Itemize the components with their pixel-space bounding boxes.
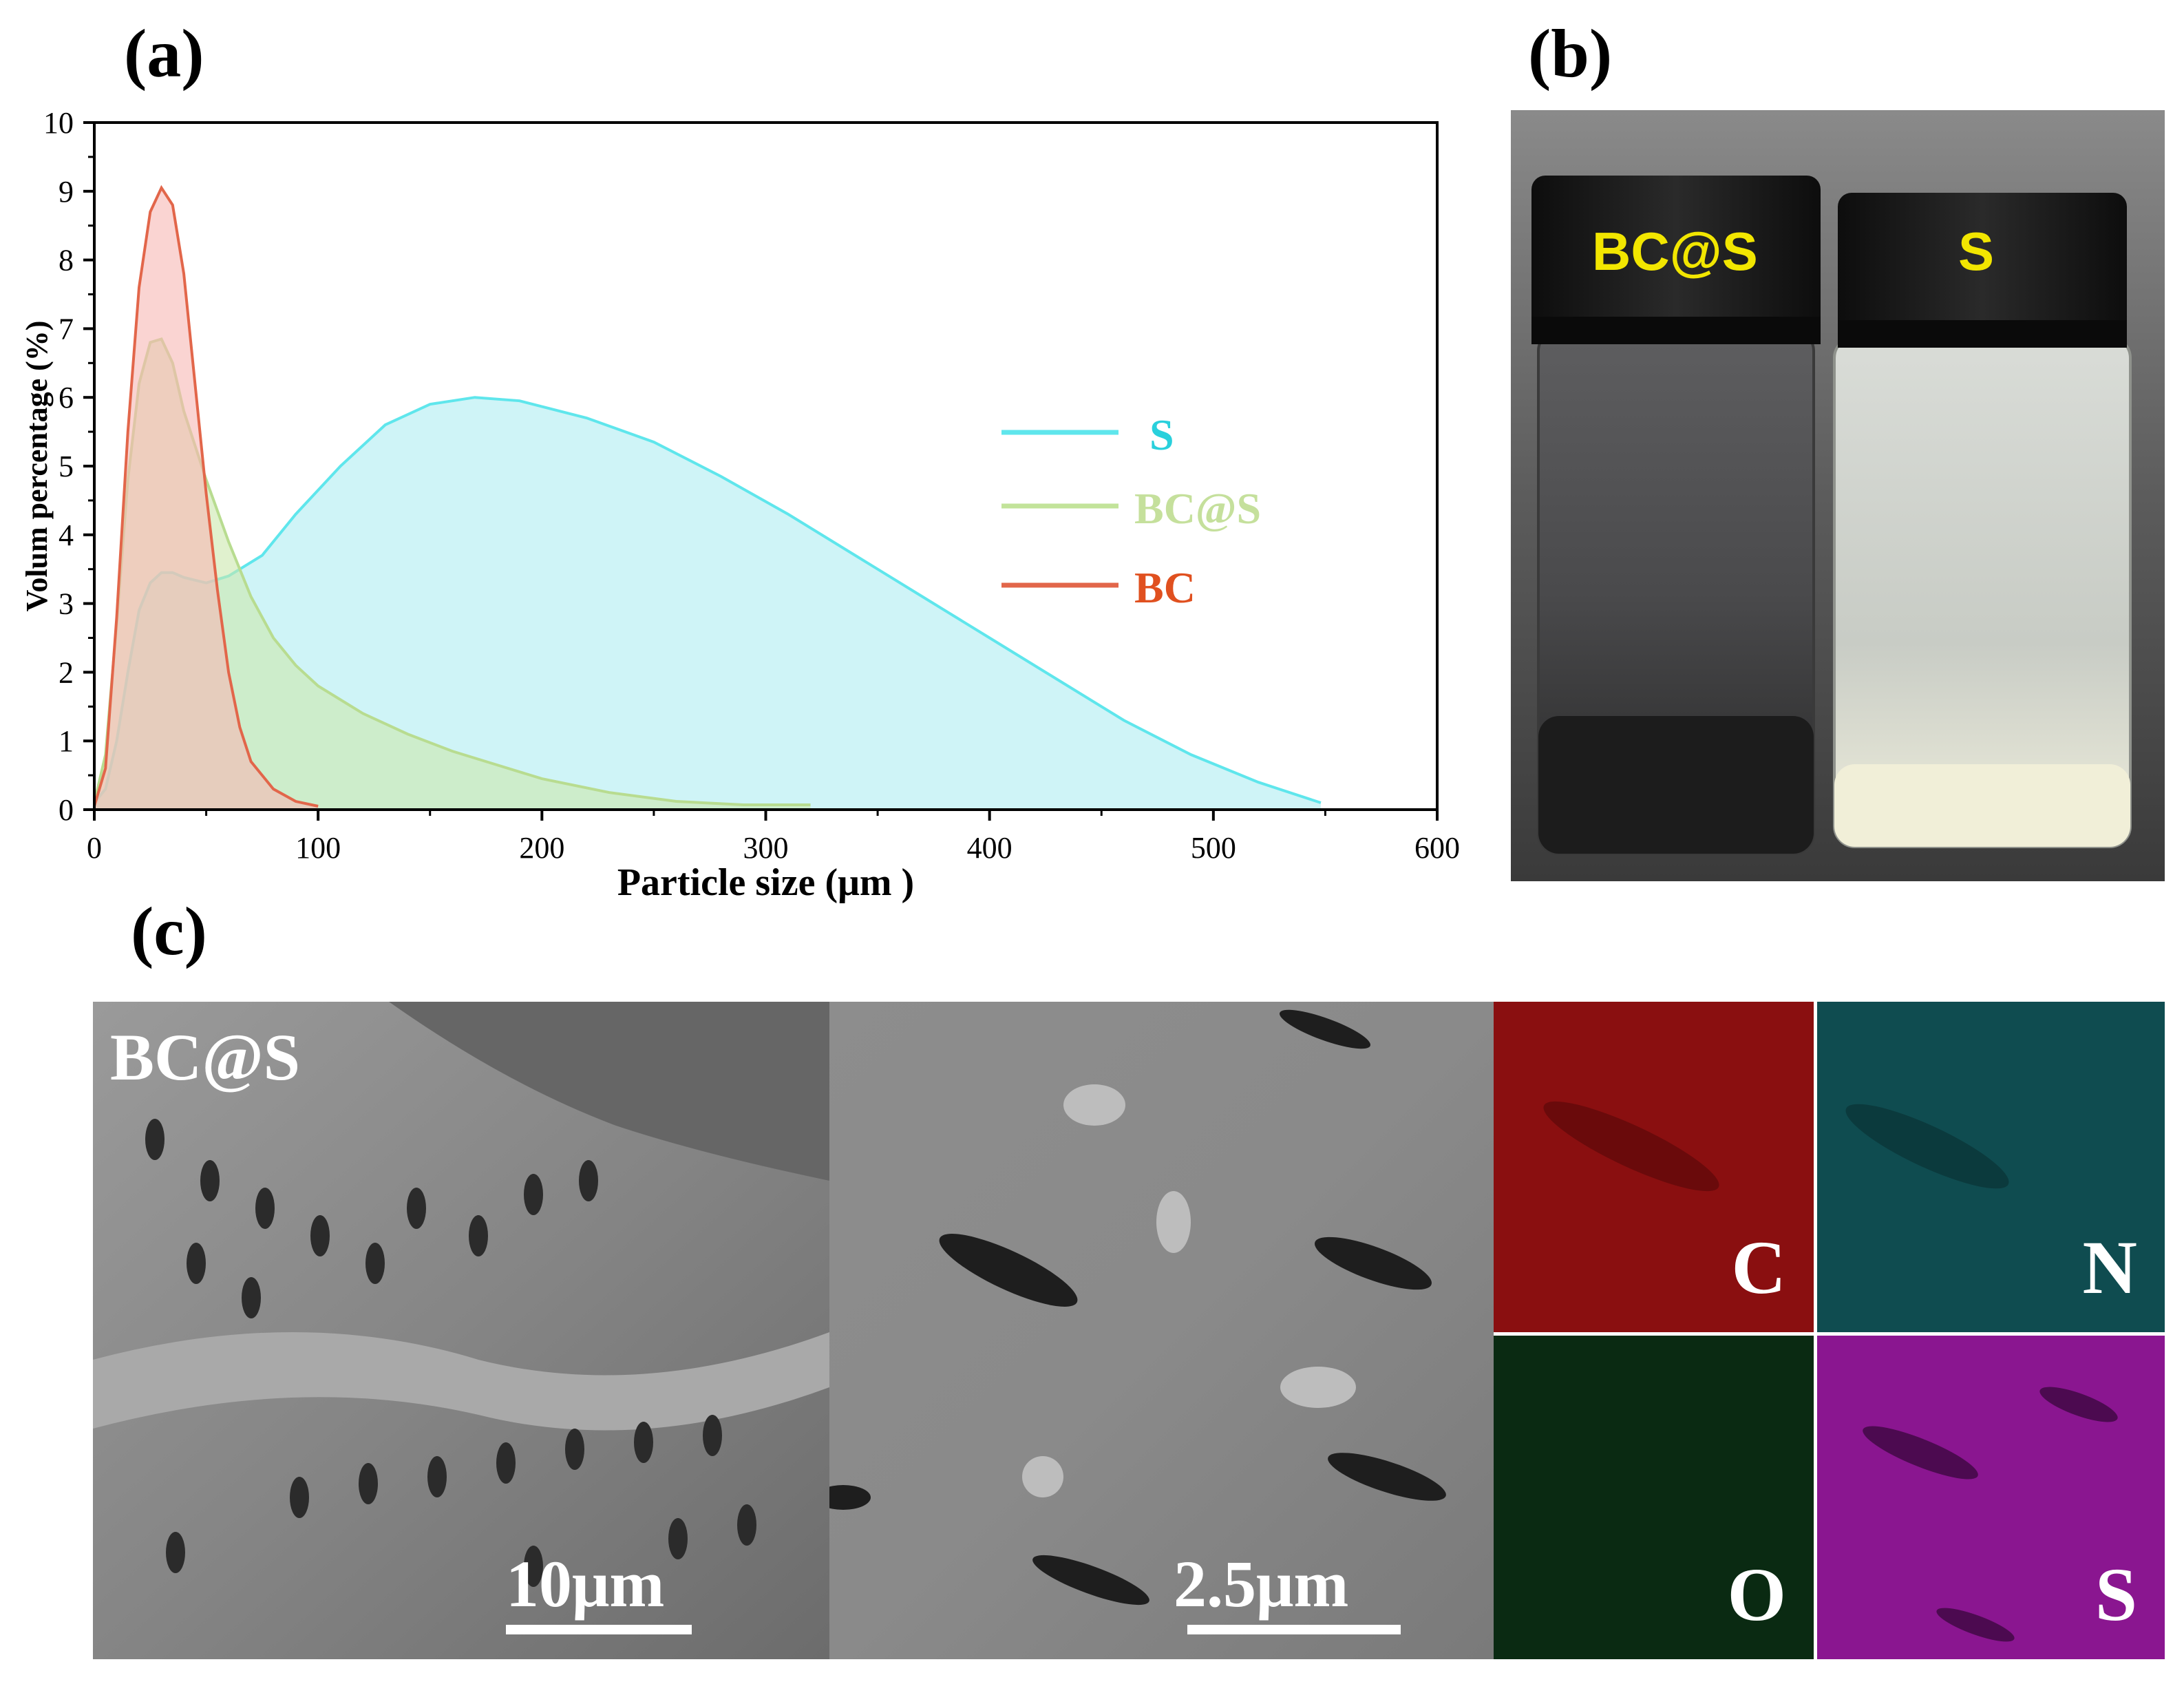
scalebar-low (506, 1625, 692, 1634)
y-tick-label-1: 1 (59, 724, 74, 758)
y-tick-label-8: 8 (59, 244, 74, 277)
y-tick-label-3: 3 (59, 587, 74, 621)
y-tick-label-2: 2 (59, 655, 74, 689)
x-axis-label: Particle size (μm ) (617, 861, 914, 904)
particle-size-chart: 0 100 200 300 400 500 600 0 1 2 3 4 5 6 7 8 9 10 Particle … (20, 106, 1460, 904)
sem-image-low-mag: BC@S 10μm (93, 1002, 829, 1659)
y-tick-label-5: 5 (59, 450, 74, 483)
series-area-1 (94, 339, 811, 810)
x-tick-label-0: 0 (87, 831, 102, 865)
y-tick-label-0: 0 (59, 793, 74, 827)
x-tick-label-4: 400 (967, 831, 1013, 865)
x-tick-label-2: 200 (519, 831, 564, 865)
x-tick-label-1: 100 (295, 831, 341, 865)
vial-cap-label-s: S (1958, 221, 1995, 282)
eds-label-c: C (1731, 1225, 1786, 1309)
sem-sample-label: BC@S (110, 1020, 301, 1094)
y-tick-label-10: 10 (43, 106, 74, 140)
y-tick-label-4: 4 (59, 518, 74, 552)
sem-scale-label-low: 10μm (506, 1547, 665, 1621)
vials-photo: BC@S S (1511, 110, 2165, 881)
sem-scale-label-high: 2.5μm (1174, 1547, 1349, 1621)
panel-label-a: (a) (124, 15, 204, 92)
panel-label-b: (b) (1528, 15, 1613, 92)
x-tick-label-6: 600 (1414, 831, 1460, 865)
y-axis-label: Volum percentage (%) (20, 321, 54, 612)
series-area-0 (94, 397, 1321, 810)
eds-label-n: N (2082, 1225, 2137, 1309)
series-line-2 (93, 185, 319, 808)
eds-map-nitrogen: N (1817, 1002, 2165, 1332)
legend-label-0: S (1149, 410, 1174, 459)
x-tick-label-3: 300 (743, 831, 789, 865)
scalebar-high (1187, 1625, 1401, 1634)
eds-label-s: S (2095, 1553, 2137, 1636)
x-tick-label-5: 500 (1191, 831, 1236, 865)
eds-map-oxygen: O (1494, 1336, 1814, 1659)
y-tick-label-9: 9 (59, 175, 74, 209)
sem-image-high-mag: 2.5μm (829, 1002, 1494, 1659)
legend-label-2: BC (1134, 563, 1196, 612)
y-tick-label-6: 6 (59, 381, 74, 414)
legend-label-1: BC@S (1134, 484, 1261, 533)
eds-map-carbon: C (1494, 1002, 1814, 1332)
eds-map-sulfur: S (1817, 1336, 2165, 1659)
vial-cap-label-bcs: BC@S (1592, 221, 1758, 282)
panel-label-c: (c) (131, 893, 207, 969)
eds-label-o: O (1727, 1553, 1786, 1636)
y-tick-label-7: 7 (59, 312, 74, 346)
